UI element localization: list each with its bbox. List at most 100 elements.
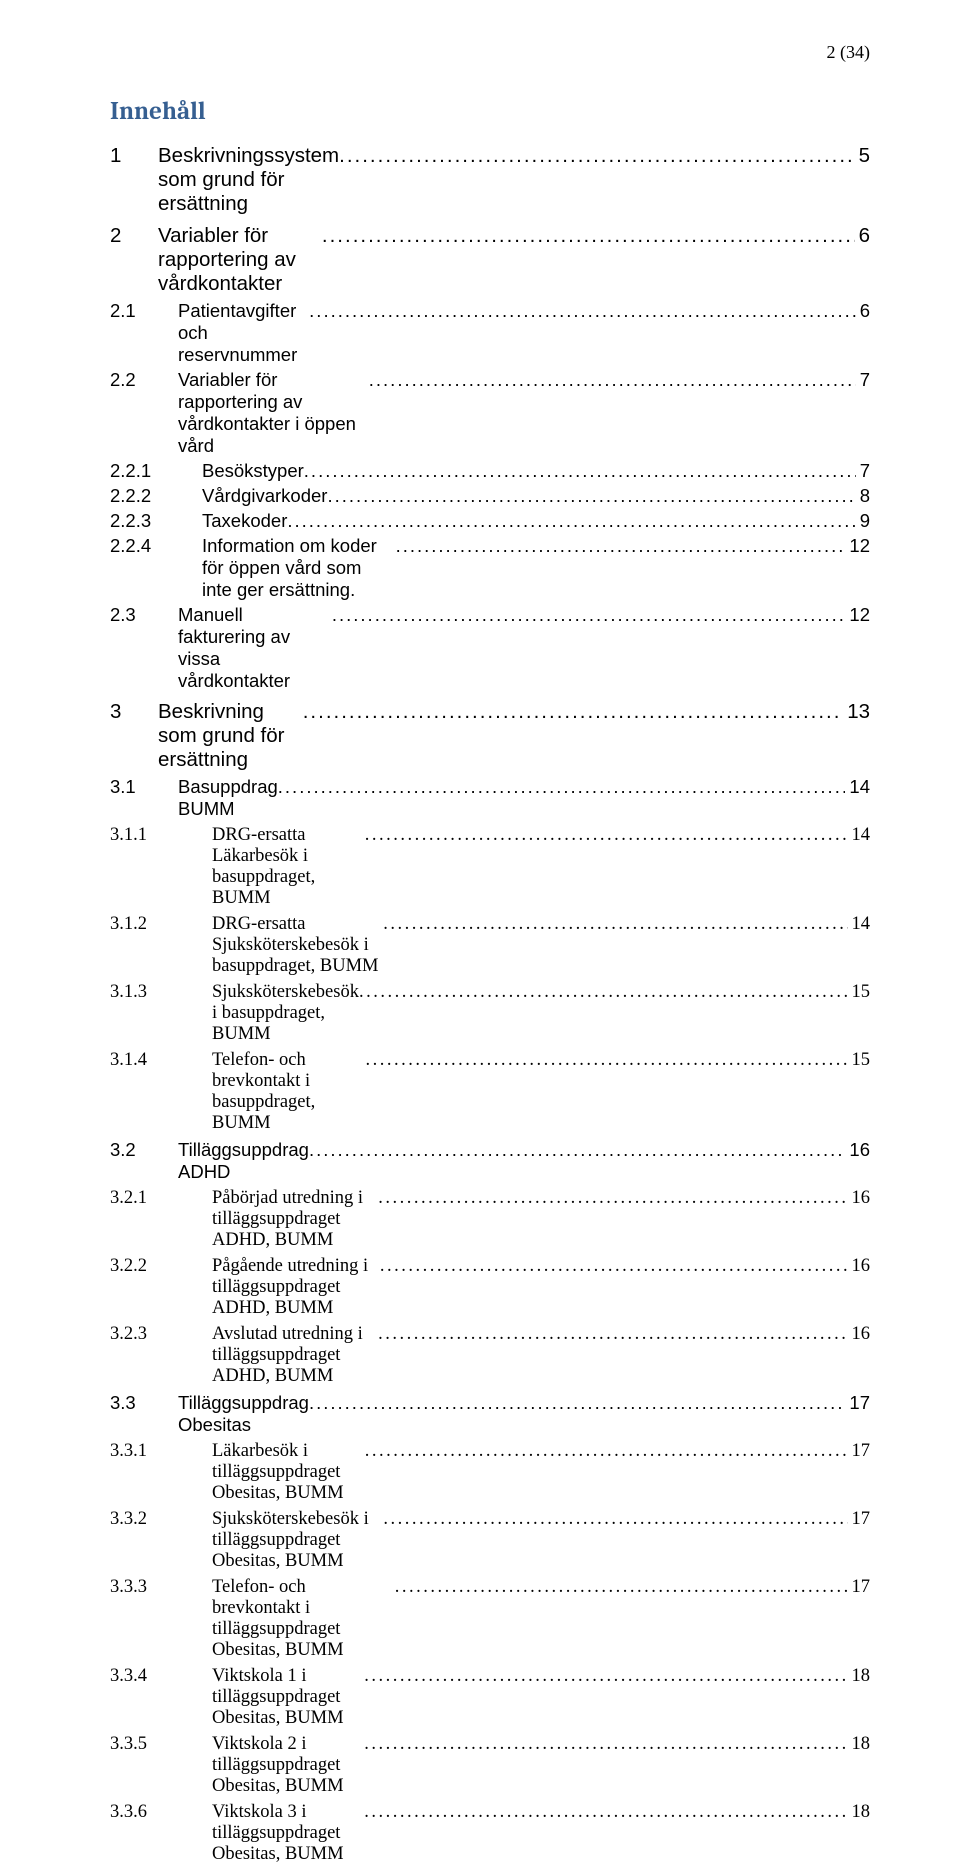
toc-entry-label: Viktskola 1 i tilläggsuppdraget Obesitas… xyxy=(212,1666,364,1729)
toc-entry-label: Telefon- och brevkontakt i tilläggsuppdr… xyxy=(212,1577,395,1661)
toc-entry-number: 2.2.3 xyxy=(110,510,202,532)
toc-entry: 3.3.3Telefon- och brevkontakt i tilläggs… xyxy=(110,1577,870,1661)
toc-entry: 3.2.1Påbörjad utredning i tilläggsuppdra… xyxy=(110,1188,870,1251)
toc-entry: 1Beskrivningssystem som grund för ersätt… xyxy=(110,144,870,216)
toc-entry-number: 3.1.1 xyxy=(110,825,212,846)
toc-entry-number: 3.3.6 xyxy=(110,1802,212,1823)
toc-entry-label: Telefon- och brevkontakt i basuppdraget,… xyxy=(212,1050,366,1134)
toc-entry-number: 3 xyxy=(110,700,158,724)
toc-entry: 2.2Variabler för rapportering av vårdkon… xyxy=(110,369,870,457)
toc-entry-label: Manuell fakturering av vissa vårdkontakt… xyxy=(178,604,332,692)
toc-entry-number: 3.2.3 xyxy=(110,1324,212,1345)
toc-leader-dots xyxy=(359,982,848,1003)
toc-entry-label: DRG-ersatta Sjuksköterskebesök i basuppd… xyxy=(212,914,383,977)
toc-entry-number: 2.2.2 xyxy=(110,485,202,507)
toc-entry-page: 5 xyxy=(855,144,870,168)
toc-entry-page: 15 xyxy=(848,982,871,1003)
toc-entry-number: 3.2.1 xyxy=(110,1188,212,1209)
toc-entry: 3.1.1DRG-ersatta Läkarbesök i basuppdrag… xyxy=(110,825,870,909)
toc-entry: 3.2.3Avslutad utredning i tilläggsuppdra… xyxy=(110,1324,870,1387)
toc-entry-page: 16 xyxy=(848,1188,871,1209)
toc-entry-label: Tilläggsuppdrag ADHD xyxy=(178,1139,309,1183)
toc-leader-dots xyxy=(309,300,856,322)
toc-heading: Innehåll xyxy=(110,97,870,126)
toc-entry-page: 17 xyxy=(848,1509,871,1530)
toc-entry: 3.2Tilläggsuppdrag ADHD 16 xyxy=(110,1139,870,1183)
toc-entry-label: Basuppdrag BUMM xyxy=(178,776,278,820)
toc-entry-number: 2 xyxy=(110,224,158,248)
toc-leader-dots xyxy=(309,1139,845,1161)
toc-leader-dots xyxy=(322,224,855,248)
toc-entry-number: 3.3.4 xyxy=(110,1666,212,1687)
toc-entry: 3.3.6Viktskola 3 i tilläggsuppdraget Obe… xyxy=(110,1802,870,1865)
toc-entry: 2.2.3Taxekoder 9 xyxy=(110,510,870,532)
toc-entry: 3.3.4Viktskola 1 i tilläggsuppdraget Obe… xyxy=(110,1666,870,1729)
toc-entry: 2.2.2Vårdgivarkoder 8 xyxy=(110,485,870,507)
toc-entry: 3.3.2Sjuksköterskebesök i tilläggsuppdra… xyxy=(110,1509,870,1572)
toc-entry-number: 2.2 xyxy=(110,369,178,391)
toc-leader-dots xyxy=(369,369,856,391)
page-number: 2 (34) xyxy=(827,42,871,63)
toc-entry-page: 8 xyxy=(856,485,870,507)
toc-entry-page: 18 xyxy=(848,1666,871,1687)
toc-entry-page: 16 xyxy=(845,1139,870,1161)
toc-entry-number: 3.2.2 xyxy=(110,1256,212,1277)
toc-entry-number: 2.2.4 xyxy=(110,535,202,557)
toc-entry-number: 2.1 xyxy=(110,300,178,322)
toc-entry-page: 17 xyxy=(848,1577,871,1598)
toc-leader-dots xyxy=(380,1256,848,1277)
toc-leader-dots xyxy=(364,1734,847,1755)
toc-entry-number: 3.3.2 xyxy=(110,1509,212,1530)
toc-entry: 2.2.1Besökstyper7 xyxy=(110,460,870,482)
toc-entry-label: Besökstyper xyxy=(202,460,304,482)
toc-entry-label: Påbörjad utredning i tilläggsuppdraget A… xyxy=(212,1188,378,1251)
toc-entry-number: 3.1 xyxy=(110,776,178,798)
table-of-contents: 1Beskrivningssystem som grund för ersätt… xyxy=(110,144,870,1865)
toc-leader-dots xyxy=(364,1666,847,1687)
toc-entry-page: 7 xyxy=(856,369,870,391)
toc-entry: 3.3Tilläggsuppdrag Obesitas17 xyxy=(110,1392,870,1436)
toc-entry-number: 1 xyxy=(110,144,158,168)
toc-leader-dots xyxy=(309,1392,845,1414)
toc-leader-dots xyxy=(383,1509,847,1530)
toc-leader-dots xyxy=(383,914,847,935)
toc-entry-number: 3.1.2 xyxy=(110,914,212,935)
toc-entry: 2.1Patientavgifter och reservnummer6 xyxy=(110,300,870,366)
toc-entry: 3.1.3Sjuksköterskebesök i basuppdraget, … xyxy=(110,982,870,1045)
toc-leader-dots xyxy=(287,510,855,532)
toc-entry-page: 15 xyxy=(848,1050,871,1071)
toc-entry-label: Vårdgivarkoder xyxy=(202,485,327,507)
toc-entry-label: Sjuksköterskebesök i basuppdraget, BUMM xyxy=(212,982,359,1045)
toc-entry: 3.1Basuppdrag BUMM14 xyxy=(110,776,870,820)
toc-entry-page: 14 xyxy=(848,825,871,846)
toc-entry-page: 13 xyxy=(843,700,870,724)
toc-entry-page: 12 xyxy=(845,535,870,557)
toc-entry-page: 17 xyxy=(845,1392,870,1414)
toc-entry-number: 3.1.4 xyxy=(110,1050,212,1071)
toc-entry-label: Information om koder för öppen vård som … xyxy=(202,535,396,601)
toc-entry: 3Beskrivning som grund för ersättning 13 xyxy=(110,700,870,772)
toc-entry-label: Viktskola 3 i tilläggsuppdraget Obesitas… xyxy=(212,1802,364,1865)
toc-entry-page: 6 xyxy=(856,300,870,322)
toc-entry: 3.1.4Telefon- och brevkontakt i basuppdr… xyxy=(110,1050,870,1134)
toc-entry: 2.3Manuell fakturering av vissa vårdkont… xyxy=(110,604,870,692)
toc-entry-page: 9 xyxy=(856,510,870,532)
toc-entry-page: 6 xyxy=(855,224,870,248)
toc-entry: 3.3.5Viktskola 2 i tilläggsuppdraget Obe… xyxy=(110,1734,870,1797)
toc-entry-label: Variabler för rapportering av vårdkontak… xyxy=(158,224,322,296)
toc-entry-label: Taxekoder xyxy=(202,510,287,532)
toc-leader-dots xyxy=(395,1577,848,1598)
toc-entry-number: 3.2 xyxy=(110,1139,178,1161)
toc-entry-number: 3.3.3 xyxy=(110,1577,212,1598)
toc-entry-number: 3.1.3 xyxy=(110,982,212,1003)
toc-entry: 3.2.2Pågående utredning i tilläggsuppdra… xyxy=(110,1256,870,1319)
toc-entry-page: 18 xyxy=(848,1734,871,1755)
toc-entry-label: DRG-ersatta Läkarbesök i basuppdraget, B… xyxy=(212,825,365,909)
toc-entry: 2.2.4Information om koder för öppen vård… xyxy=(110,535,870,601)
toc-entry-number: 3.3 xyxy=(110,1392,178,1414)
toc-entry-label: Beskrivningssystem som grund för ersättn… xyxy=(158,144,339,216)
toc-entry-label: Beskrivning som grund för ersättning xyxy=(158,700,303,772)
toc-leader-dots xyxy=(396,535,846,557)
toc-entry-number: 2.3 xyxy=(110,604,178,626)
toc-leader-dots xyxy=(378,1324,847,1345)
